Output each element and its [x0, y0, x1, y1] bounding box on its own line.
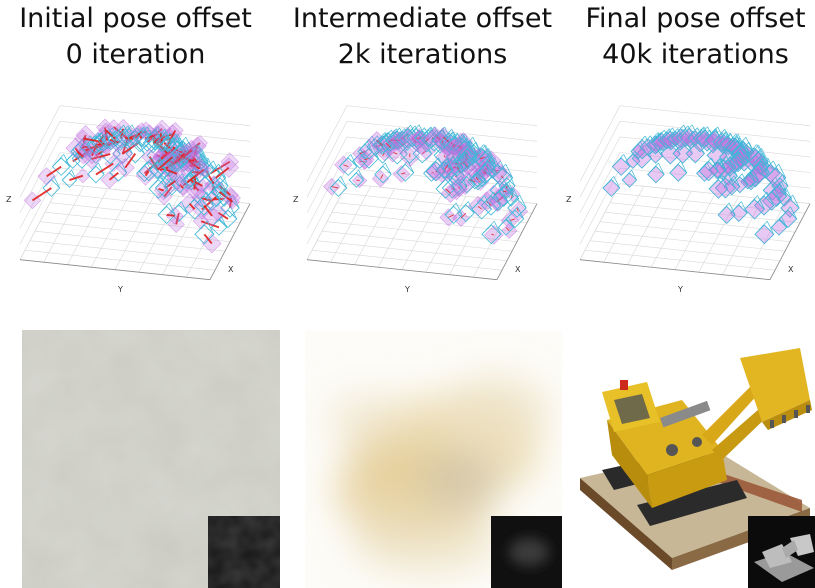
camera-pose-plot: Z X Y — [566, 105, 811, 294]
plot-grid — [306, 105, 538, 281]
panel-title: Final pose offset — [585, 3, 806, 34]
lego-bulldozer-render — [562, 330, 815, 588]
depth-map-inset — [208, 516, 280, 588]
axis-label-x: X — [515, 265, 521, 274]
panel-title: Initial pose offset — [19, 3, 252, 34]
panel-title: Intermediate offset — [292, 3, 553, 34]
panel-intermediate: Intermediate offset 2k iterations Z X Y — [287, 0, 563, 588]
panel-subtitle: 2k iterations — [337, 39, 508, 70]
camera-pose-plot: Z X Y — [293, 105, 538, 294]
camera-frustums — [322, 124, 529, 245]
axis-label-z: Z — [6, 195, 12, 204]
depth-map-inset — [491, 516, 563, 588]
depth-map-inset — [748, 516, 815, 588]
axis-label-z: Z — [566, 195, 572, 204]
render-output-final — [562, 330, 815, 588]
panel-subtitle: 40k iterations — [602, 39, 789, 70]
axis-label-y: Y — [117, 285, 123, 294]
camera-pose-plot: Z X Y — [6, 105, 251, 294]
axis-label-x: X — [788, 265, 794, 274]
axis-label-x: X — [228, 265, 234, 274]
camera-frustums — [23, 118, 241, 254]
render-output-initial — [22, 330, 280, 588]
panel-final: Final pose offset 40k iterations Z X Y — [560, 0, 815, 588]
panel-subtitle: 0 iteration — [65, 39, 206, 70]
axis-label-z: Z — [293, 195, 299, 204]
panel-initial: Initial pose offset 0 iteration Z X Y — [0, 0, 280, 588]
render-output-intermediate — [305, 330, 563, 588]
axis-label-y: Y — [677, 285, 683, 294]
axis-label-y: Y — [404, 285, 410, 294]
plot-grid — [579, 105, 811, 281]
camera-frustums — [602, 124, 800, 245]
